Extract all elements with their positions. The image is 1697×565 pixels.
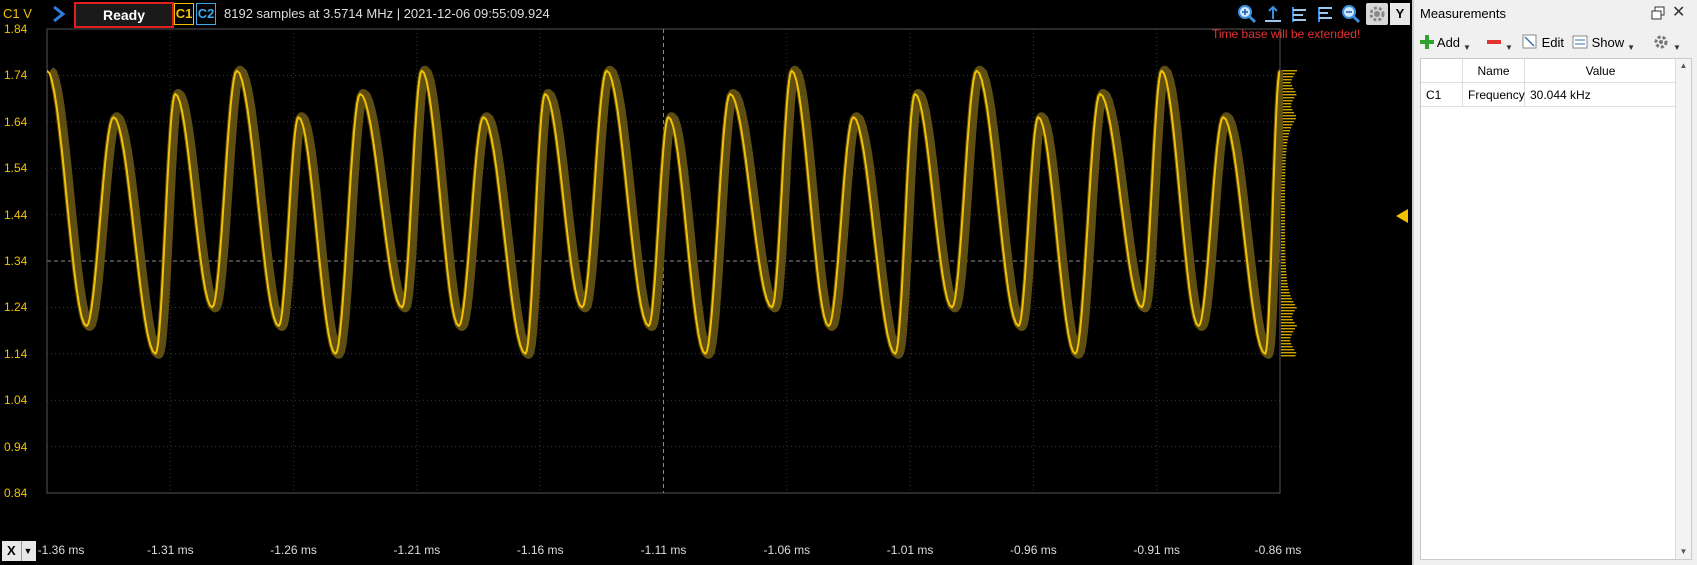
column-header-channel[interactable] — [1421, 59, 1463, 83]
x-tick-label: -1.36 ms — [37, 543, 85, 557]
y-tick-label: 1.34 — [4, 254, 28, 268]
measurements-toolbar: Add ▼ ▼ Edit Show ▼ ▼ — [1414, 30, 1697, 56]
y-tick-label: 1.44 — [4, 207, 28, 222]
show-button-label: Show — [1591, 35, 1625, 50]
cell-channel[interactable]: C1 — [1421, 83, 1463, 107]
channel-c1-button[interactable]: C1 — [174, 3, 194, 25]
edit-icon — [1522, 34, 1537, 49]
measurements-table: Name Value C1 Frequency 30.044 kHz ▲ ▼ — [1420, 58, 1692, 560]
y-tick-label: 1.54 — [4, 161, 28, 176]
channel-unit-label: C1 V — [3, 6, 32, 21]
y-axis-button[interactable]: Y — [1390, 3, 1410, 25]
undock-icon[interactable] — [1650, 5, 1666, 21]
chevron-down-icon: ▼ — [1463, 43, 1471, 52]
trace-c1 — [47, 69, 1280, 355]
x-tick-label: -1.26 ms — [270, 543, 317, 557]
y-tick-label: 0.94 — [4, 439, 28, 454]
x-tick-label: -0.96 ms — [1010, 543, 1057, 557]
x-tick-label: -1.31 ms — [146, 543, 194, 557]
list-icon — [1572, 35, 1588, 49]
status-indicator[interactable]: Ready — [74, 2, 174, 28]
plot-border — [46, 28, 1281, 494]
scope-view: C1 V Ready C1 C2 8192 samples at 3.5714 … — [0, 0, 1412, 565]
show-button[interactable]: Show ▼ — [1572, 33, 1635, 53]
edit-button-label: Edit — [1541, 35, 1565, 50]
edit-button[interactable]: Edit — [1522, 33, 1564, 53]
run-arrow-icon[interactable] — [48, 4, 70, 24]
trigger-level-marker[interactable] — [1395, 209, 1409, 226]
column-header-name[interactable]: Name — [1463, 59, 1525, 83]
x-axis-button[interactable]: X ▼ — [2, 541, 36, 561]
vertical-scrollbar[interactable]: ▲ ▼ — [1675, 59, 1691, 559]
remove-button[interactable]: ▼ — [1486, 33, 1513, 53]
close-icon[interactable]: ✕ — [1672, 4, 1686, 21]
cursor-icon[interactable] — [1314, 3, 1336, 25]
chevron-down-icon: ▼ — [1505, 43, 1513, 52]
y-tick-label: 0.84 — [4, 486, 28, 500]
y-tick-label: 1.04 — [4, 393, 28, 408]
trace-persistence — [50, 65, 1283, 359]
x-axis-button-label: X — [7, 543, 16, 558]
x-tick-label: -1.06 ms — [763, 543, 811, 557]
trace-group — [47, 65, 1283, 359]
zoom-fit-icon[interactable] — [1262, 3, 1284, 25]
gear-icon — [1654, 35, 1668, 49]
x-tick-label: -0.91 ms — [1133, 543, 1181, 557]
y-tick-label: 1.74 — [4, 68, 28, 83]
y-tick-label: 1.14 — [4, 346, 28, 361]
panel-title-bar: Measurements ✕ — [1414, 0, 1697, 28]
x-tick-label: -1.01 ms — [886, 543, 934, 557]
x-tick-label: -0.86 ms — [1254, 543, 1302, 557]
waveform-plot[interactable] — [0, 0, 1412, 565]
y-tick-label: 1.24 — [4, 300, 28, 315]
chevron-down-icon: ▼ — [21, 541, 34, 561]
x-tick-label: -1.21 ms — [393, 543, 441, 557]
channel-c2-button[interactable]: C2 — [196, 3, 216, 25]
amplitude-histogram — [1281, 70, 1297, 357]
add-button-label: Add — [1436, 35, 1461, 50]
y-tick-label: 1.84 — [4, 22, 28, 36]
scroll-down-icon[interactable]: ▼ — [1679, 547, 1688, 556]
zoom-out-icon[interactable] — [1340, 3, 1362, 25]
plus-icon — [1420, 35, 1434, 49]
zoom-in-icon[interactable] — [1236, 3, 1258, 25]
acquisition-info: 8192 samples at 3.5714 MHz | 2021-12-06 … — [224, 6, 550, 21]
gear-icon[interactable] — [1366, 3, 1388, 25]
x-tick-label: -1.11 ms — [640, 543, 687, 557]
add-button[interactable]: Add ▼ — [1420, 33, 1471, 53]
minus-icon — [1487, 40, 1501, 44]
timebase-warning: Time base will be extended! — [1212, 27, 1361, 41]
x-tick-label: -1.16 ms — [516, 543, 564, 557]
y-tick-label: 1.64 — [4, 114, 28, 129]
column-header-value[interactable]: Value — [1525, 59, 1677, 83]
chevron-down-icon: ▼ — [1627, 43, 1636, 52]
scroll-up-icon[interactable]: ▲ — [1679, 61, 1688, 70]
cell-name[interactable]: Frequency — [1463, 83, 1525, 107]
scope-toolbar: C1 V Ready C1 C2 8192 samples at 3.5714 … — [0, 0, 1412, 28]
cursor-icon[interactable] — [1288, 3, 1310, 25]
measurements-panel: Measurements ✕ Add ▼ ▼ Edit Show ▼ ▼ Name … — [1412, 0, 1697, 565]
settings-button[interactable]: ▼ — [1652, 33, 1681, 53]
panel-title: Measurements — [1420, 6, 1506, 21]
cell-value[interactable]: 30.044 kHz — [1525, 83, 1677, 107]
chevron-down-icon: ▼ — [1673, 43, 1681, 52]
